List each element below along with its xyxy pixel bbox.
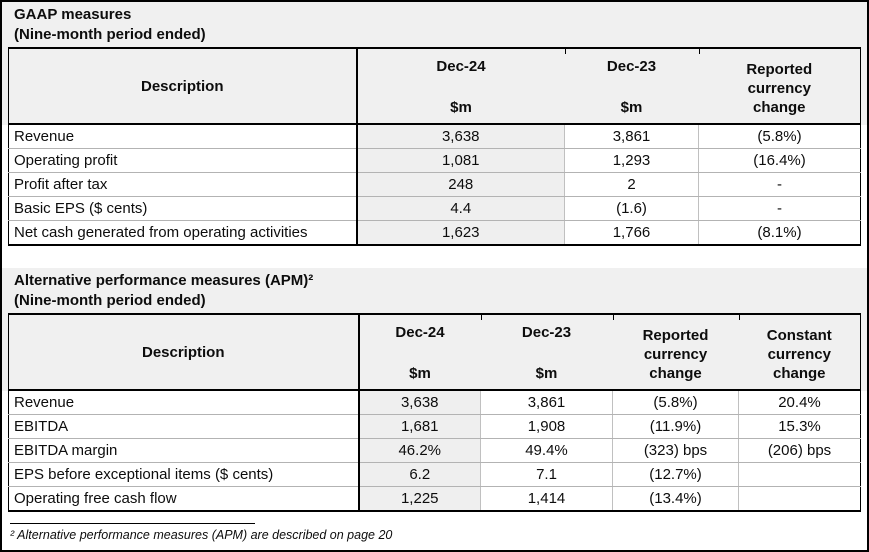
- cell-dec24: 3,638: [358, 390, 481, 415]
- table-row: Basic EPS ($ cents) 4.4 (1.6) -: [8, 196, 861, 221]
- cell-reported-change: -: [698, 172, 861, 197]
- header-label-reported-change: Reported currency change: [746, 61, 813, 116]
- cell-reported-change: (16.4%): [698, 148, 861, 173]
- cell-dec23: 3,861: [564, 124, 699, 149]
- header-label-description: Description: [141, 343, 225, 361]
- table-row: EBITDA margin 46.2% 49.4% (323) bps (206…: [8, 438, 861, 463]
- table-row: Revenue 3,638 3,861 (5.8%): [8, 124, 861, 149]
- gaap-header-row: Description Dec-24 $m Dec-23 $m: [8, 47, 861, 125]
- cell-reported-change: (12.7%): [612, 462, 739, 487]
- cell-dec23: (1.6): [564, 196, 699, 221]
- cell-dec23: 7.1: [480, 462, 613, 487]
- cell-reported-change: (8.1%): [698, 220, 861, 246]
- gaap-header-dec23: Dec-23 $m: [564, 47, 699, 125]
- cell-reported-change: (11.9%): [612, 414, 739, 439]
- cell-dec24: 4.4: [356, 196, 565, 221]
- cell-dec24: 6.2: [358, 462, 481, 487]
- apm-header-description: Description: [8, 313, 360, 391]
- cell-description: Operating free cash flow: [8, 486, 360, 512]
- table-row: EBITDA 1,681 1,908 (11.9%) 15.3%: [8, 414, 861, 439]
- header-label-description: Description: [140, 77, 224, 95]
- table-row: Operating profit 1,081 1,293 (16.4%): [8, 148, 861, 173]
- apm-header-dec23: Dec-23 $m: [480, 313, 613, 391]
- cell-description: EBITDA margin: [8, 438, 360, 463]
- apm-header-constant-change: Constant currency change: [738, 313, 861, 391]
- apm-table: Description Dec-24 $m Dec-23 $m: [8, 313, 861, 512]
- cell-dec24: 248: [356, 172, 565, 197]
- gaap-header-dec24: Dec-24 $m: [356, 47, 565, 125]
- gaap-section-title: GAAP measures (Nine-month period ended): [2, 2, 867, 47]
- gaap-header-description: Description: [8, 47, 358, 125]
- header-label-constant-change: Constant currency change: [766, 327, 832, 382]
- cell-description: Profit after tax: [8, 172, 358, 197]
- cell-dec24: 1,623: [356, 220, 565, 246]
- cell-reported-change: (323) bps: [612, 438, 739, 463]
- cell-dec23: 1,293: [564, 148, 699, 173]
- cell-constant-change: 15.3%: [738, 414, 861, 439]
- cell-description: Operating profit: [8, 148, 358, 173]
- header-label-dec24: Dec-24: [436, 58, 486, 75]
- header-unit-dec24: $m: [450, 99, 472, 116]
- footnote: ² Alternative performance measures (APM)…: [10, 523, 867, 543]
- apm-title-line1: Alternative performance measures (APM)²: [14, 272, 314, 289]
- cell-constant-change: [738, 486, 861, 512]
- table-row: EPS before exceptional items ($ cents) 6…: [8, 462, 861, 487]
- header-unit-dec23: $m: [535, 365, 558, 382]
- cell-dec24: 1,081: [356, 148, 565, 173]
- cell-constant-change: 20.4%: [738, 390, 861, 415]
- table-row: Profit after tax 248 2 -: [8, 172, 861, 197]
- header-unit-dec23: $m: [620, 99, 643, 116]
- header-label-dec23: Dec-23: [521, 324, 572, 341]
- apm-header-reported-change: Reported currency change: [612, 313, 739, 391]
- cell-dec23: 1,414: [480, 486, 613, 512]
- section-spacer: [2, 246, 867, 268]
- apm-title-line2: (Nine-month period ended): [14, 292, 206, 309]
- cell-dec23: 2: [564, 172, 699, 197]
- table-row: Revenue 3,638 3,861 (5.8%) 20.4%: [8, 390, 861, 415]
- apm-section-title: Alternative performance measures (APM)² …: [2, 268, 867, 313]
- cell-reported-change: (5.8%): [698, 124, 861, 149]
- cell-dec23: 1,908: [480, 414, 613, 439]
- cell-description: Revenue: [8, 124, 358, 149]
- cell-dec24: 3,638: [356, 124, 565, 149]
- table-row: Operating free cash flow 1,225 1,414 (13…: [8, 486, 861, 512]
- cell-description: Basic EPS ($ cents): [8, 196, 358, 221]
- header-label-dec23: Dec-23: [606, 58, 657, 75]
- header-unit-dec24: $m: [409, 365, 431, 382]
- cell-reported-change: (5.8%): [612, 390, 739, 415]
- cell-constant-change: [738, 462, 861, 487]
- apm-header-row: Description Dec-24 $m Dec-23 $m: [8, 313, 861, 391]
- cell-reported-change: (13.4%): [612, 486, 739, 512]
- cell-description: EBITDA: [8, 414, 360, 439]
- cell-description: EPS before exceptional items ($ cents): [8, 462, 360, 487]
- cell-dec24: 46.2%: [358, 438, 481, 463]
- gaap-header-reported-change: Reported currency change: [698, 47, 861, 125]
- footnote-separator: [10, 523, 255, 524]
- apm-header-dec24: Dec-24 $m: [358, 313, 481, 391]
- cell-dec24: 1,681: [358, 414, 481, 439]
- header-label-reported-change: Reported currency change: [642, 327, 709, 382]
- cell-dec24: 1,225: [358, 486, 481, 512]
- table-row: Net cash generated from operating activi…: [8, 220, 861, 246]
- cell-dec23: 3,861: [480, 390, 613, 415]
- gaap-title-line1: GAAP measures: [14, 6, 132, 23]
- footnote-text: ² Alternative performance measures (APM)…: [10, 528, 393, 542]
- cell-dec23: 1,766: [564, 220, 699, 246]
- cell-description: Net cash generated from operating activi…: [8, 220, 358, 246]
- header-label-dec24: Dec-24: [395, 324, 445, 341]
- gaap-table: Description Dec-24 $m Dec-23 $m: [8, 47, 861, 246]
- gaap-title-line2: (Nine-month period ended): [14, 26, 206, 43]
- cell-reported-change: -: [698, 196, 861, 221]
- cell-constant-change: (206) bps: [738, 438, 861, 463]
- cell-description: Revenue: [8, 390, 360, 415]
- cell-dec23: 49.4%: [480, 438, 613, 463]
